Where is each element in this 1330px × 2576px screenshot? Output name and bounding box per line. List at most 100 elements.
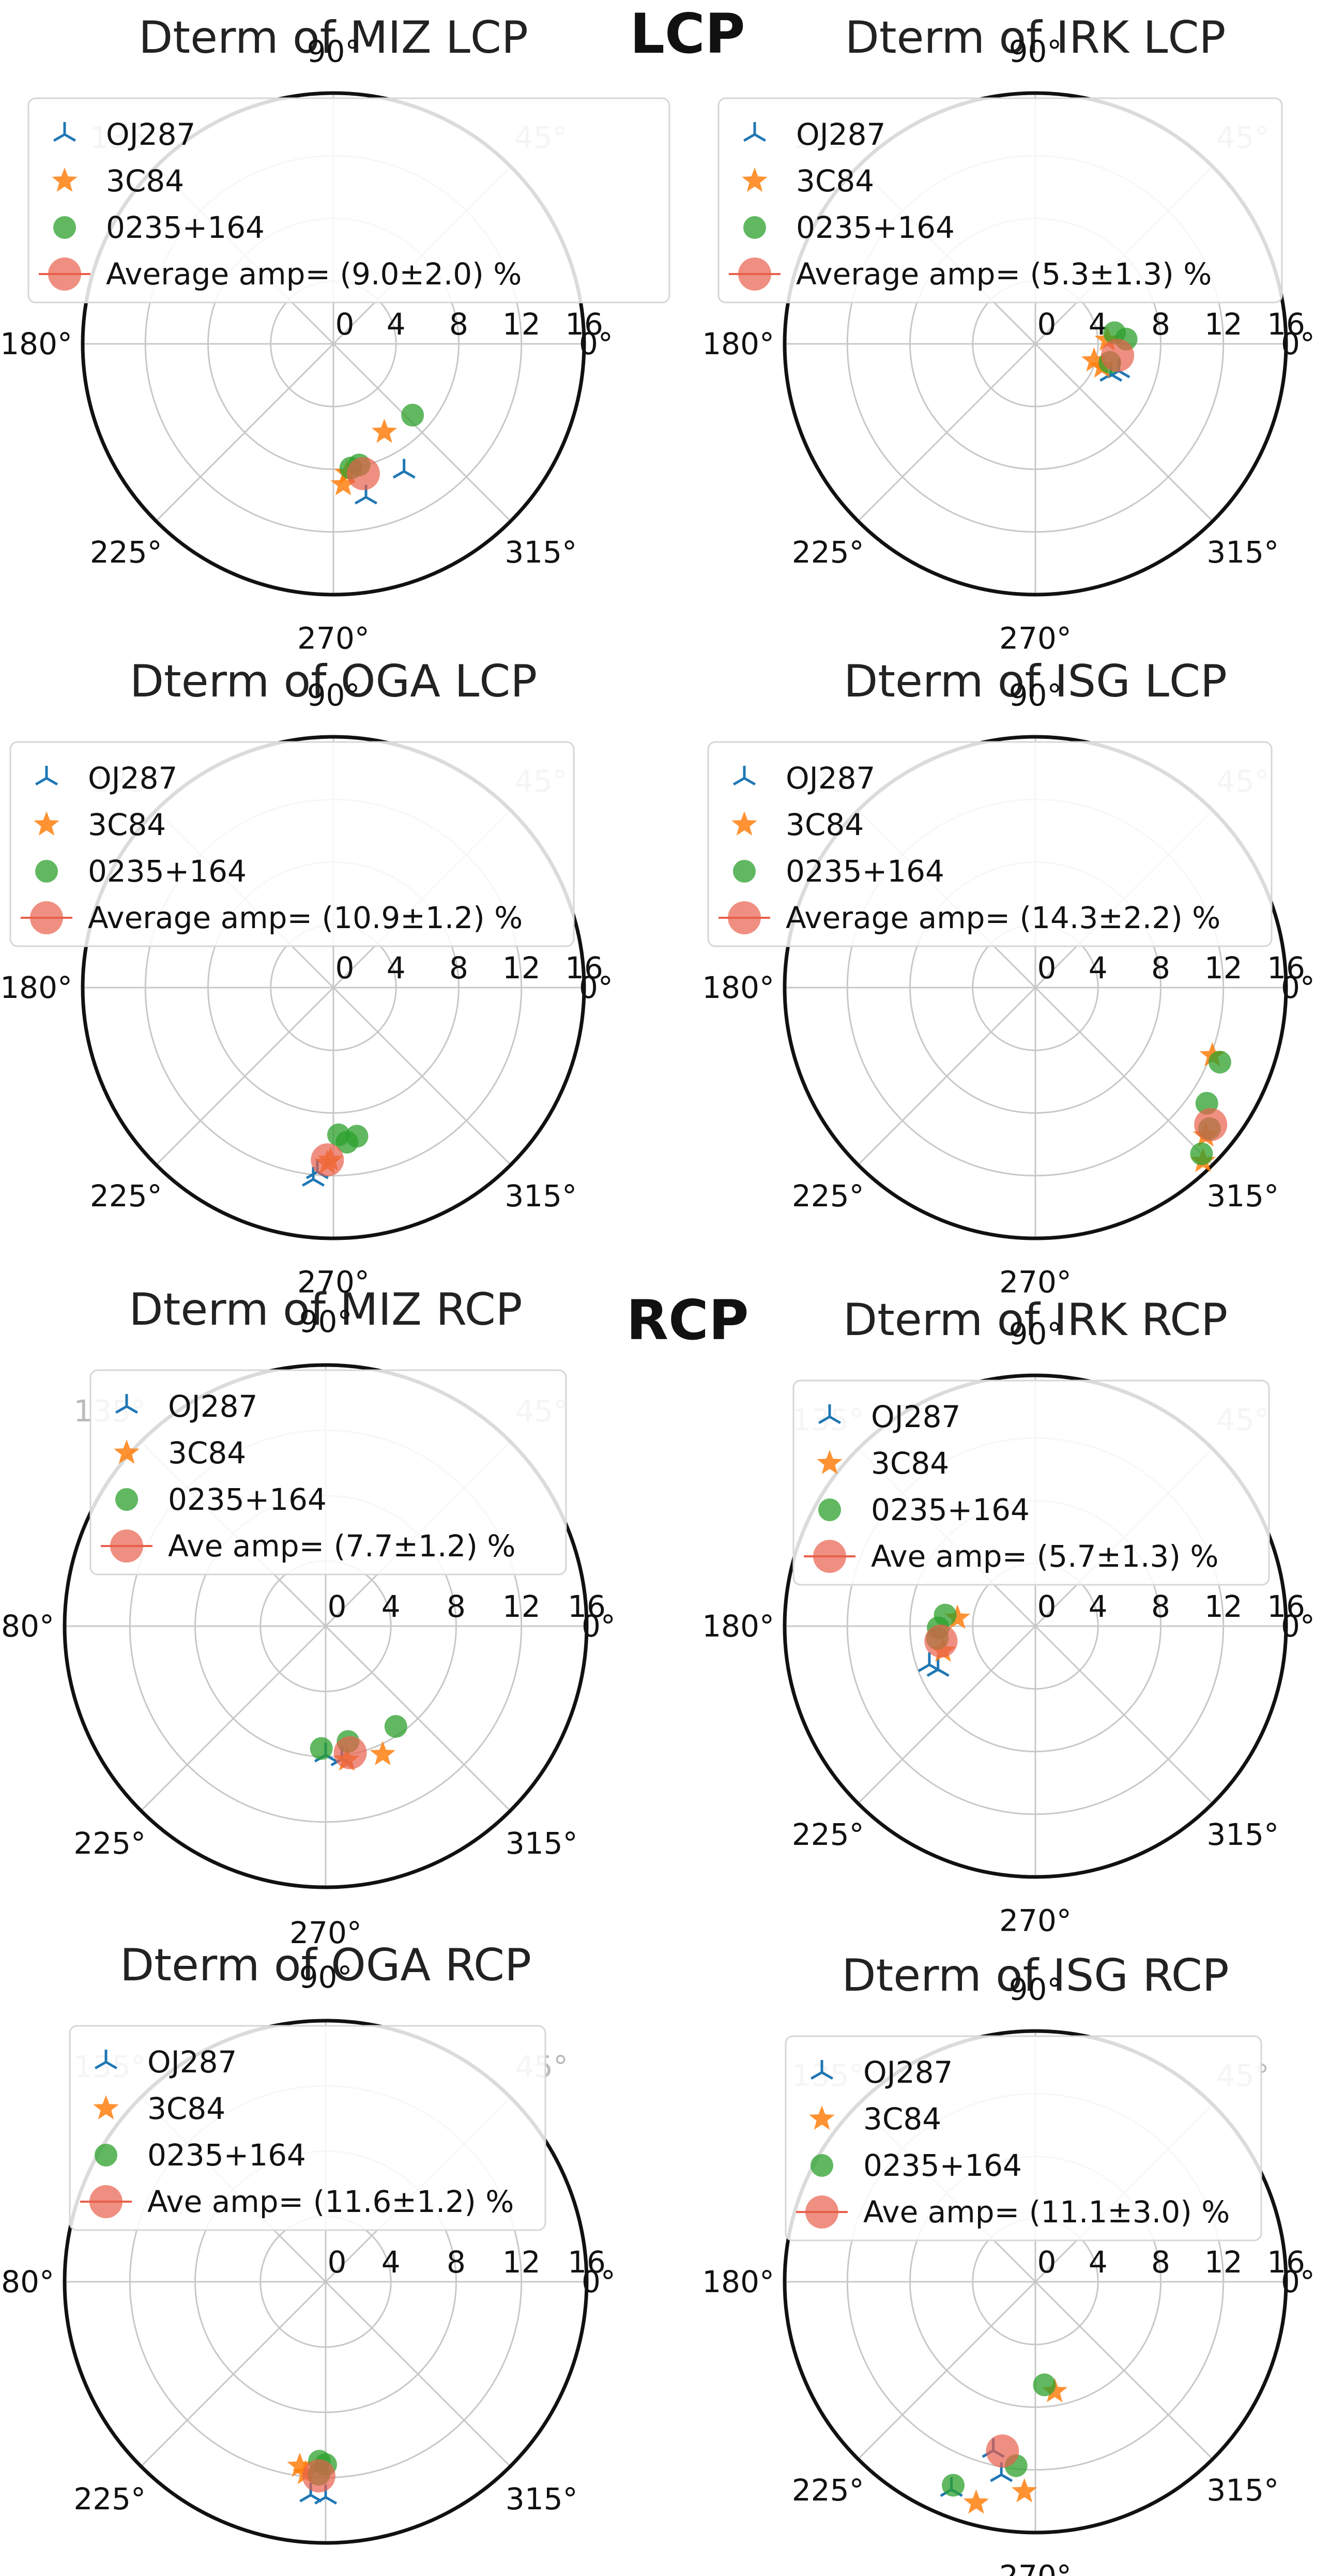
legend-label: Ave amp= (7.7±1.2) % [168,1528,516,1564]
r-tick-label: 16 [1267,950,1305,986]
data-point-big-circle [346,457,380,491]
data-point-circle [310,1737,333,1760]
r-tick-label: 8 [1151,950,1170,986]
r-tick-label: 8 [1151,2245,1170,2280]
legend-label: OJ287 [147,2044,237,2080]
legend-box [792,1380,1270,1586]
legend-marker-star [731,811,757,836]
data-point-big-circle [302,2459,335,2493]
legend-box [707,741,1273,947]
theta-tick-label: 270° [297,620,370,656]
theta-tick-label: 90° [307,678,360,713]
theta-tick-label: 180° [702,970,774,1005]
theta-tick-label: 315° [506,2481,578,2517]
theta-tick-label: 90° [307,34,360,69]
legend-label: 0235+164 [88,854,247,889]
theta-tick-label: 315° [1206,1817,1279,1852]
data-point-star [1042,2377,1068,2402]
grid-spoke [1034,343,1214,522]
legend-box [9,741,575,947]
polar-frame [783,735,1288,1240]
theta-tick-label: 180° [0,2264,54,2299]
data-point-big-circle [1194,1108,1228,1142]
theta-tick-label: 315° [505,535,577,570]
r-tick-label: 12 [502,2245,541,2280]
legend-label: OJ287 [871,1399,960,1434]
legend-marker-star [817,1450,843,1475]
r-tick-label: 8 [449,307,468,342]
chart-title: Dterm of OGA RCP [120,1939,531,1991]
data-point-circle [1190,1142,1213,1165]
r-tick-label: 0 [328,2245,347,2280]
polar-frame [81,91,586,597]
theta-tick-label: 270° [999,2558,1072,2576]
theta-tick-label: 90° [1009,678,1062,713]
legend-label: 3C84 [147,2091,225,2126]
theta-tick-label: 90° [299,1304,353,1339]
legend-label: 0235+164 [106,210,265,245]
theta-tick-label: 270° [999,620,1072,656]
r-tick-label: 0 [1037,1589,1057,1624]
data-point-star [371,418,398,443]
grid-spoke [1034,2281,1214,2460]
legend-marker-star [114,1439,140,1464]
theta-tick-label: 90° [299,1960,353,1995]
theta-tick-label: 0° [1281,2264,1315,2299]
data-point-star [287,2452,313,2477]
theta-tick-label: 90° [1009,1316,1062,1352]
legend-label: 0235+164 [786,854,944,889]
polar-chart-8: Dterm of ISG RCP04812160°45°90°135°180°2… [702,1950,1315,2576]
polar-chart-4: Dterm of ISG LCP04812160°45°90°135°180°2… [702,656,1315,1299]
legend-label: 3C84 [786,807,864,842]
chart-title: Dterm of MIZ RCP [129,1284,522,1336]
theta-tick-label: 0° [582,1609,616,1644]
data-point-star [1012,2478,1037,2503]
legend-box [717,97,1283,304]
polar-chart-2: Dterm of IRK LCP04812160°45°90°135°180°2… [702,12,1315,656]
polar-frame [63,1363,589,1889]
grid-spoke [155,987,334,1166]
grid-spoke [332,987,512,1166]
r-tick-label: 16 [1267,2245,1305,2280]
chart-title: Dterm of IRK RCP [843,1294,1228,1346]
grid-spoke [140,1625,327,1812]
grid-spoke [857,2281,1036,2460]
r-tick-label: 4 [1089,2245,1108,2280]
r-tick-label: 16 [1267,307,1305,342]
theta-tick-label: 225° [792,2473,864,2508]
r-tick-label: 12 [502,1589,541,1624]
lcp-section-label: LCP [630,2,745,66]
grid-spoke [857,987,1036,1166]
r-tick-label: 4 [387,950,406,986]
legend-label: OJ287 [796,117,885,152]
legend-marker-star [809,2105,835,2130]
theta-tick-label: 0° [1281,1609,1315,1644]
theta-tick-label: 315° [506,1826,578,1861]
data-point-circle [401,403,424,427]
grid-spoke [857,1625,1036,1805]
grid-spoke [325,1625,511,1812]
legend-label: 3C84 [88,807,166,842]
polar-frame [783,1373,1288,1879]
legend-marker-star [52,168,78,192]
theta-tick-label: 225° [90,1178,162,1214]
legend-marker-tri [115,1394,139,1414]
theta-tick-label: 0° [579,326,613,361]
theta-tick-label: 225° [792,1817,864,1852]
legend-marker-big-circle [89,2185,123,2218]
polar-frame [63,2019,589,2545]
theta-tick-label: 180° [0,326,72,361]
polar-chart-1: Dterm of MIZ LCP04812160°45°90°135°180°2… [0,12,670,656]
theta-tick-label: 90° [1009,34,1062,69]
r-tick-label: 16 [565,307,603,342]
r-tick-label: 4 [1089,1589,1108,1624]
legend-marker-circle [53,216,76,239]
data-point-big-circle [311,1143,344,1177]
theta-tick-label: 225° [73,2481,146,2517]
legend-label: OJ287 [106,117,195,152]
theta-tick-label: 315° [1206,535,1279,570]
theta-tick-label: 225° [73,1826,146,1861]
legend-marker-circle [818,1498,841,1521]
theta-tick-label: 180° [0,1609,54,1644]
legend-marker-circle [743,216,766,239]
